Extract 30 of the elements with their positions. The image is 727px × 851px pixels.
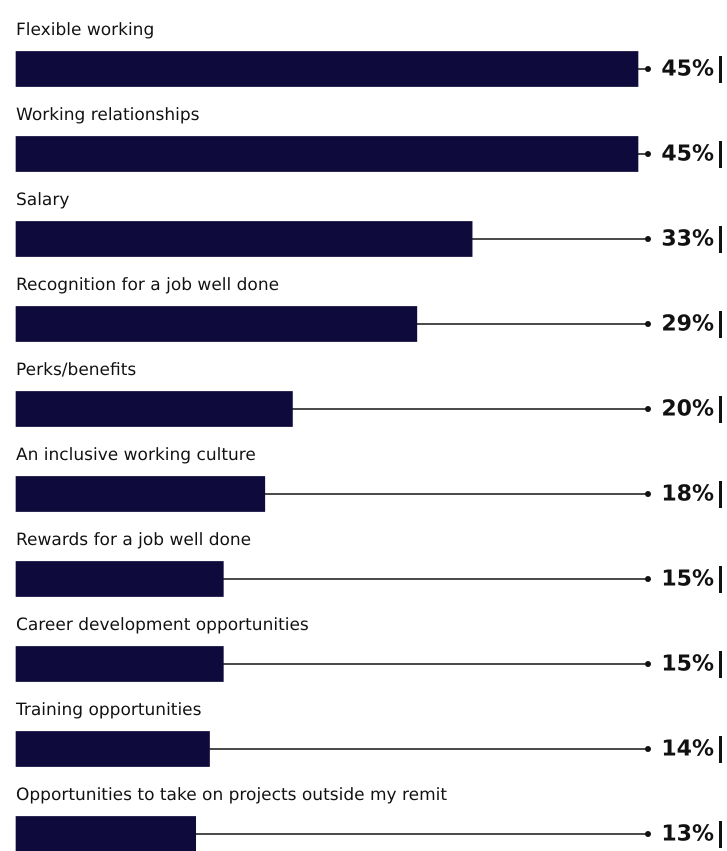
data-label: 15% (661, 652, 714, 677)
y-tick-label: An inclusive working culture (16, 445, 256, 465)
y-tick-label: Opportunities to take on projects outside my remit (16, 785, 448, 805)
y-tick-label: Salary (16, 190, 70, 210)
bar (16, 816, 196, 851)
data-label: 33% (661, 226, 714, 252)
bar (16, 476, 266, 512)
bar (16, 306, 418, 342)
bar (16, 646, 224, 682)
bar (16, 136, 638, 172)
y-tick-label: Career development opportunities (16, 615, 309, 635)
data-label: 45% (661, 56, 714, 82)
data-label: 18% (661, 482, 714, 507)
data-label: 45% (661, 142, 714, 167)
bar (16, 561, 224, 597)
data-label: 20% (661, 396, 714, 422)
y-tick-label: Rewards for a job well done (16, 530, 252, 550)
y-tick-label: Flexible working (16, 20, 154, 40)
data-label: 14% (661, 736, 714, 762)
bar (16, 51, 638, 87)
y-tick-label: Working relationships (16, 105, 200, 125)
y-tick-label: Training opportunities (15, 700, 202, 720)
y-tick-label: Recognition for a job well done (16, 275, 280, 295)
data-label: 13% (661, 822, 714, 847)
bar (16, 221, 472, 257)
y-tick-label: Perks/benefits (16, 360, 136, 380)
bar (16, 391, 293, 427)
data-label: 15% (661, 566, 714, 592)
bar (16, 731, 210, 767)
data-label: 29% (661, 312, 714, 337)
